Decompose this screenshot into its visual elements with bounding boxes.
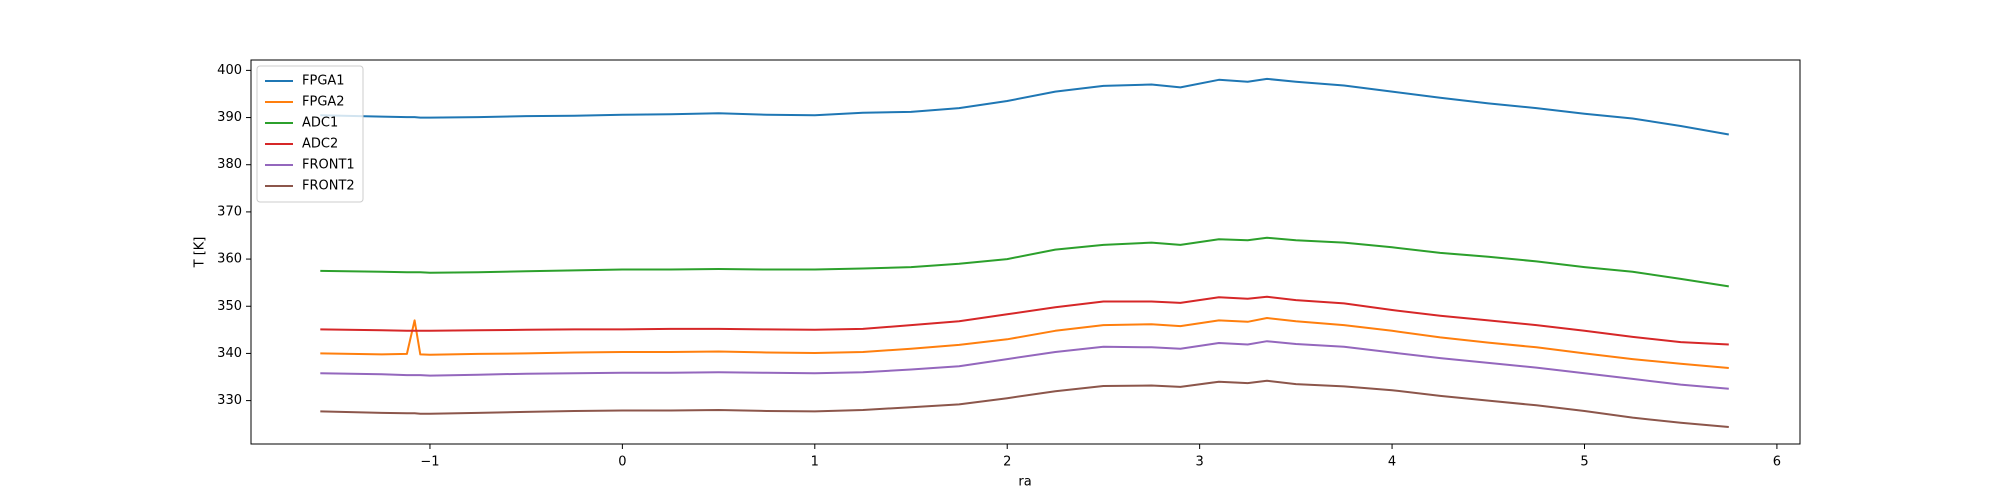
- legend: FPGA1 FPGA2 ADC1 ADC2 FRONT1 FRONT2: [256, 65, 364, 203]
- plot-frame: [250, 59, 1801, 445]
- x-axis-label: ra: [1018, 475, 1031, 490]
- series-line: [320, 236, 1729, 288]
- series-line: [320, 317, 1729, 369]
- legend-label: FPGA1: [302, 74, 345, 89]
- y-tick-label: 380: [217, 157, 242, 172]
- x-tick-label: 5: [1580, 455, 1588, 470]
- legend-box: [256, 65, 364, 203]
- y-axis-label: T [K]: [193, 237, 208, 269]
- legend-label: ADC1: [302, 116, 338, 131]
- x-tick-label: 1: [811, 455, 819, 470]
- y-tick-label: 370: [217, 204, 242, 219]
- y-tick-label: 400: [217, 63, 242, 78]
- y-tick-label: 330: [217, 393, 242, 408]
- x-tick-label: 3: [1196, 455, 1204, 470]
- legend-label: ADC2: [302, 137, 338, 152]
- legend-label: FRONT1: [302, 158, 355, 173]
- series-line: [320, 77, 1729, 136]
- legend-label: FRONT2: [302, 179, 355, 194]
- y-tick-label: 360: [217, 252, 242, 267]
- x-tick-label: 2: [1003, 455, 1011, 470]
- x-tick-label: 4: [1388, 455, 1396, 470]
- legend-label: FPGA2: [302, 95, 345, 110]
- y-tick-label: 390: [217, 110, 242, 125]
- x-tick-label: −1: [420, 455, 439, 470]
- x-tick-label: 6: [1773, 455, 1781, 470]
- y-tick-label: 340: [217, 346, 242, 361]
- y-tick-label: 350: [217, 299, 242, 314]
- series-line: [320, 295, 1729, 346]
- series-line: [320, 340, 1729, 390]
- x-tick-label: 0: [618, 455, 626, 470]
- series-line: [320, 379, 1729, 428]
